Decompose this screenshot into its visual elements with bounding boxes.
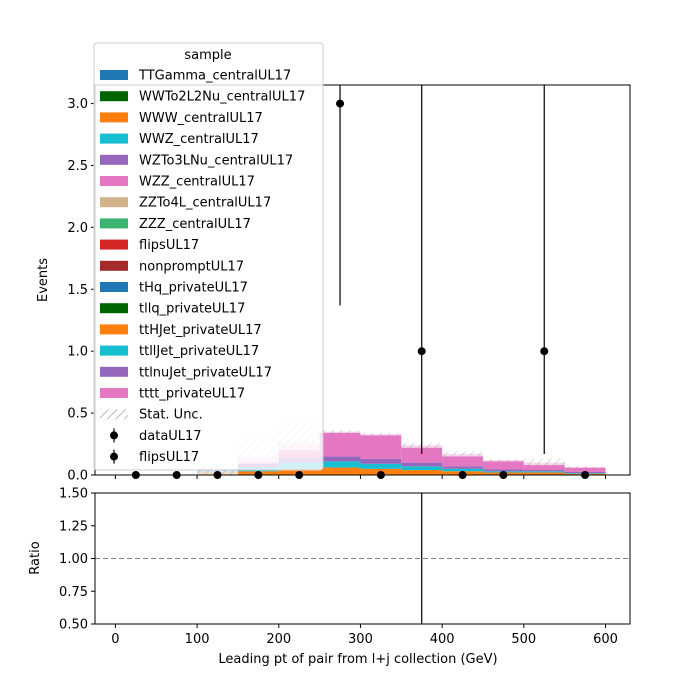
legend-label-tthjet-privateul17: ttHJet_privateUL17 xyxy=(139,323,262,338)
x-tick-label: 400 xyxy=(430,632,455,647)
legend-swatch-tthjet-privateul17 xyxy=(100,324,128,335)
x-tick-label: 0 xyxy=(111,632,119,647)
stack-bar-tttt-privateul17-bin-11 xyxy=(564,467,606,472)
legend-label-flipsul17: flipsUL17 xyxy=(139,238,199,253)
stack-bar-wwz-centralul17-bin-6 xyxy=(360,463,402,469)
legend-swatch-wzto3lnu-centralul17 xyxy=(100,154,128,165)
x-axis-label: Leading pt of pair from l+j collection (… xyxy=(218,652,497,667)
stack-bar-wzto3lnu-centralul17-bin-10 xyxy=(523,470,565,472)
legend-label-stat-unc: Stat. Unc. xyxy=(139,408,203,423)
ratio-panel: 0.50 0.75 1.00 1.25 1.50 0 100 200 300 400 500 600… xyxy=(28,487,631,667)
legend-swatch-tttt-privateul17 xyxy=(100,388,128,398)
legend: sample TTGamma_centralUL17 WWTo2L2Nu_cent… xyxy=(93,42,324,471)
stack-bar-wwz-centralul17-bin-10 xyxy=(523,471,565,473)
ratio-y-tick-label: 0.50 xyxy=(59,618,88,633)
legend-label-flipsul17: flipsUL17 xyxy=(139,450,199,465)
legend-swatch-wzz-centralul17 xyxy=(100,176,128,186)
x-tick-label: 600 xyxy=(593,632,618,647)
stack-bar-wzto3lnu-centralul17-bin-9 xyxy=(482,469,524,472)
legend-swatch-thq-privateul17 xyxy=(100,282,128,292)
legend-swatch-flipsul17 xyxy=(100,239,128,250)
ratio-y-tick-label: 0.75 xyxy=(59,585,88,600)
main-y-tick-label: 3.0 xyxy=(67,97,88,112)
ratio-y-tick-label: 1.25 xyxy=(59,519,88,534)
legend-frame xyxy=(93,42,324,471)
main-y-tick-label: 0.5 xyxy=(67,407,88,422)
main-y-tick-label: 2.0 xyxy=(67,221,88,236)
legend-swatch-ttgamma-centralul17 xyxy=(100,70,128,80)
main-y-tick-label: 0.0 xyxy=(67,469,88,484)
ratio-y-axis-label: Ratio xyxy=(28,541,43,574)
ratio-y-tick-label: 1.50 xyxy=(59,487,88,502)
legend-label-nonpromptul17: nonpromptUL17 xyxy=(139,259,244,274)
legend-swatch-wwz-centralul17 xyxy=(100,133,128,144)
legend-swatch-wwto2l2nu-centralul17 xyxy=(100,91,128,102)
main-y-axis-label: Events xyxy=(36,258,51,302)
stack-bar-wwz-centralul17-bin-7 xyxy=(401,466,443,471)
legend-label-wzto3lnu-centralul17: WZTo3LNu_centralUL17 xyxy=(139,153,293,168)
legend-swatch-www-centralul17 xyxy=(100,112,128,123)
stat-unc-hatch-bin-11 xyxy=(564,466,606,468)
data-point xyxy=(417,347,426,356)
legend-label-thq-privateul17: tHq_privateUL17 xyxy=(139,281,248,296)
x-tick-label: 300 xyxy=(348,632,373,647)
x-tick-label: 500 xyxy=(511,632,536,647)
main-y-tick-label: 1.0 xyxy=(67,345,88,360)
data-point xyxy=(336,99,345,108)
stack-bar-www-centralul17-bin-7 xyxy=(401,470,443,475)
main-y-tick-label: 2.5 xyxy=(67,159,88,174)
legend-swatch-nonpromptul17 xyxy=(100,260,128,271)
legend-label-tttt-privateul17: tttt_privateUL17 xyxy=(139,387,245,402)
legend-swatch-ttlljet-privateul17 xyxy=(100,345,128,356)
stack-bar-wwz-centralul17-bin-8 xyxy=(442,468,483,472)
legend-title: sample xyxy=(184,48,231,63)
stack-bar-tttt-privateul17-bin-8 xyxy=(442,453,483,467)
main-y-tick-label: 1.5 xyxy=(67,283,88,298)
x-tick-label: 100 xyxy=(185,632,210,647)
stack-bar-www-centralul17-bin-5 xyxy=(319,467,361,475)
legend-label-dataul17: dataUL17 xyxy=(139,429,202,444)
stack-bar-www-centralul17-bin-10 xyxy=(523,472,565,475)
legend-swatch-zzz-centralul17 xyxy=(100,218,128,229)
legend-swatch-ttlnujet-privateul17 xyxy=(100,366,128,377)
stack-bar-tttt-privateul17-bin-5 xyxy=(319,431,361,457)
legend-label-ttlnujet-privateul17: ttlnuJet_privateUL17 xyxy=(139,365,272,380)
stat-unc-hatch-bin-10 xyxy=(523,458,565,466)
legend-swatch-tllq-privateul17 xyxy=(100,303,128,314)
legend-label-ttgamma-centralul17: TTGamma_centralUL17 xyxy=(138,69,291,84)
stack-bar-wwz-centralul17-bin-5 xyxy=(319,461,361,468)
stack-bar-wzto3lnu-centralul17-bin-8 xyxy=(442,466,483,469)
stat-unc-hatch-bin-8 xyxy=(442,451,483,457)
legend-label-ttlljet-privateul17: ttllJet_privateUL17 xyxy=(139,344,259,359)
stack-bar-tttt-privateul17-bin-6 xyxy=(360,434,402,459)
ratio-y-tick-label: 1.00 xyxy=(59,552,88,567)
legend-marker-flipsul17 xyxy=(110,452,118,461)
legend-label-wwz-centralul17: WWZ_centralUL17 xyxy=(139,132,259,147)
legend-label-www-centralul17: WWW_centralUL17 xyxy=(139,111,263,126)
stat-unc-hatch-bin-5 xyxy=(319,430,361,433)
stack-bar-wzto3lnu-centralul17-bin-7 xyxy=(401,462,443,467)
legend-marker-dataul17 xyxy=(110,431,118,440)
legend-label-wzz-centralul17: WZZ_centralUL17 xyxy=(139,175,255,190)
stat-unc-hatch-bin-6 xyxy=(360,432,402,436)
legend-label-zzz-centralul17: ZZZ_centralUL17 xyxy=(139,217,251,232)
stack-bar-wzto3lnu-centralul17-bin-5 xyxy=(319,456,361,462)
data-point xyxy=(540,347,549,356)
x-tick-label: 200 xyxy=(266,632,291,647)
stat-unc-hatch-bin-9 xyxy=(482,458,524,462)
legend-label-tllq-privateul17: tllq_privateUL17 xyxy=(139,302,245,317)
stack-bar-tttt-privateul17-bin-10 xyxy=(523,462,565,471)
stack-bar-tttt-privateul17-bin-9 xyxy=(482,460,524,470)
legend-swatch-stat-unc xyxy=(100,409,128,420)
legend-label-zzto4l-centralul17: ZZTo4L_centralUL17 xyxy=(139,196,271,211)
legend-label-wwto2l2nu-centralul17: WWTo2L2Nu_centralUL17 xyxy=(139,90,305,105)
legend-swatch-zzto4l-centralul17 xyxy=(100,197,128,208)
stack-bar-wzto3lnu-centralul17-bin-6 xyxy=(360,458,402,464)
